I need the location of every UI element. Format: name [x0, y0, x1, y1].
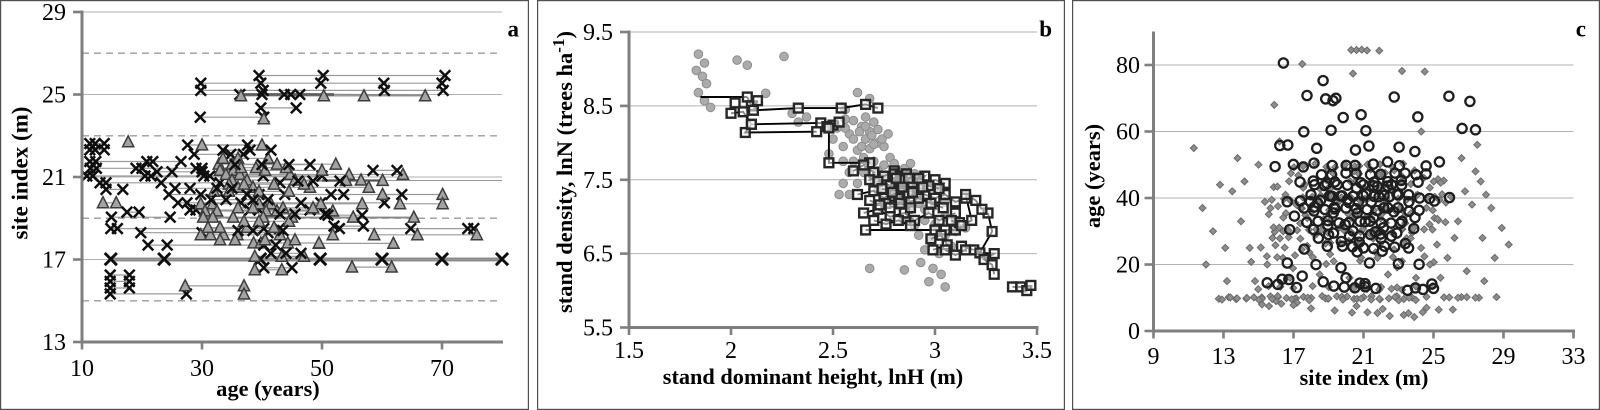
svg-text:site index (m): site index (m): [1300, 365, 1429, 390]
svg-text:33: 33: [1562, 344, 1586, 370]
svg-text:3.5: 3.5: [1022, 338, 1052, 364]
svg-text:25: 25: [1422, 344, 1446, 370]
svg-text:17: 17: [42, 248, 66, 274]
svg-text:7.5: 7.5: [583, 168, 613, 194]
svg-text:80: 80: [1116, 53, 1140, 79]
svg-text:17: 17: [1282, 344, 1306, 370]
svg-text:13: 13: [42, 330, 66, 356]
svg-text:5.5: 5.5: [583, 316, 613, 342]
svg-text:8.5: 8.5: [583, 94, 613, 120]
svg-text:20: 20: [1116, 253, 1140, 279]
svg-text:29: 29: [1492, 344, 1516, 370]
svg-text:21: 21: [42, 165, 66, 191]
svg-text:age (years): age (years): [216, 376, 319, 401]
svg-text:2.5: 2.5: [818, 338, 848, 364]
svg-text:0: 0: [1128, 319, 1140, 345]
svg-text:25: 25: [42, 83, 66, 109]
svg-text:50: 50: [310, 356, 334, 382]
svg-text:2: 2: [725, 338, 737, 364]
svg-text:13: 13: [1212, 344, 1236, 370]
svg-text:stand density, lnN (trees ha-1: stand density, lnN (trees ha-1): [549, 31, 577, 313]
svg-text:70: 70: [430, 356, 454, 382]
svg-text:9: 9: [1148, 344, 1160, 370]
svg-text:b: b: [1039, 17, 1052, 42]
svg-text:29: 29: [42, 0, 66, 26]
svg-text:30: 30: [190, 356, 214, 382]
svg-text:c: c: [1576, 17, 1586, 42]
svg-text:60: 60: [1116, 120, 1140, 146]
svg-text:6.5: 6.5: [583, 242, 613, 268]
svg-text:21: 21: [1352, 344, 1376, 370]
svg-text:3: 3: [929, 338, 941, 364]
svg-text:1.5: 1.5: [614, 338, 644, 364]
svg-text:40: 40: [1116, 186, 1140, 212]
svg-text:9.5: 9.5: [583, 20, 613, 46]
svg-text:site index (m): site index (m): [8, 107, 33, 240]
svg-text:a: a: [508, 17, 520, 42]
svg-text:stand dominant height, lnH (m): stand dominant height, lnH (m): [663, 364, 963, 389]
svg-text:10: 10: [70, 356, 94, 382]
svg-text:age (years): age (years): [1080, 124, 1105, 228]
